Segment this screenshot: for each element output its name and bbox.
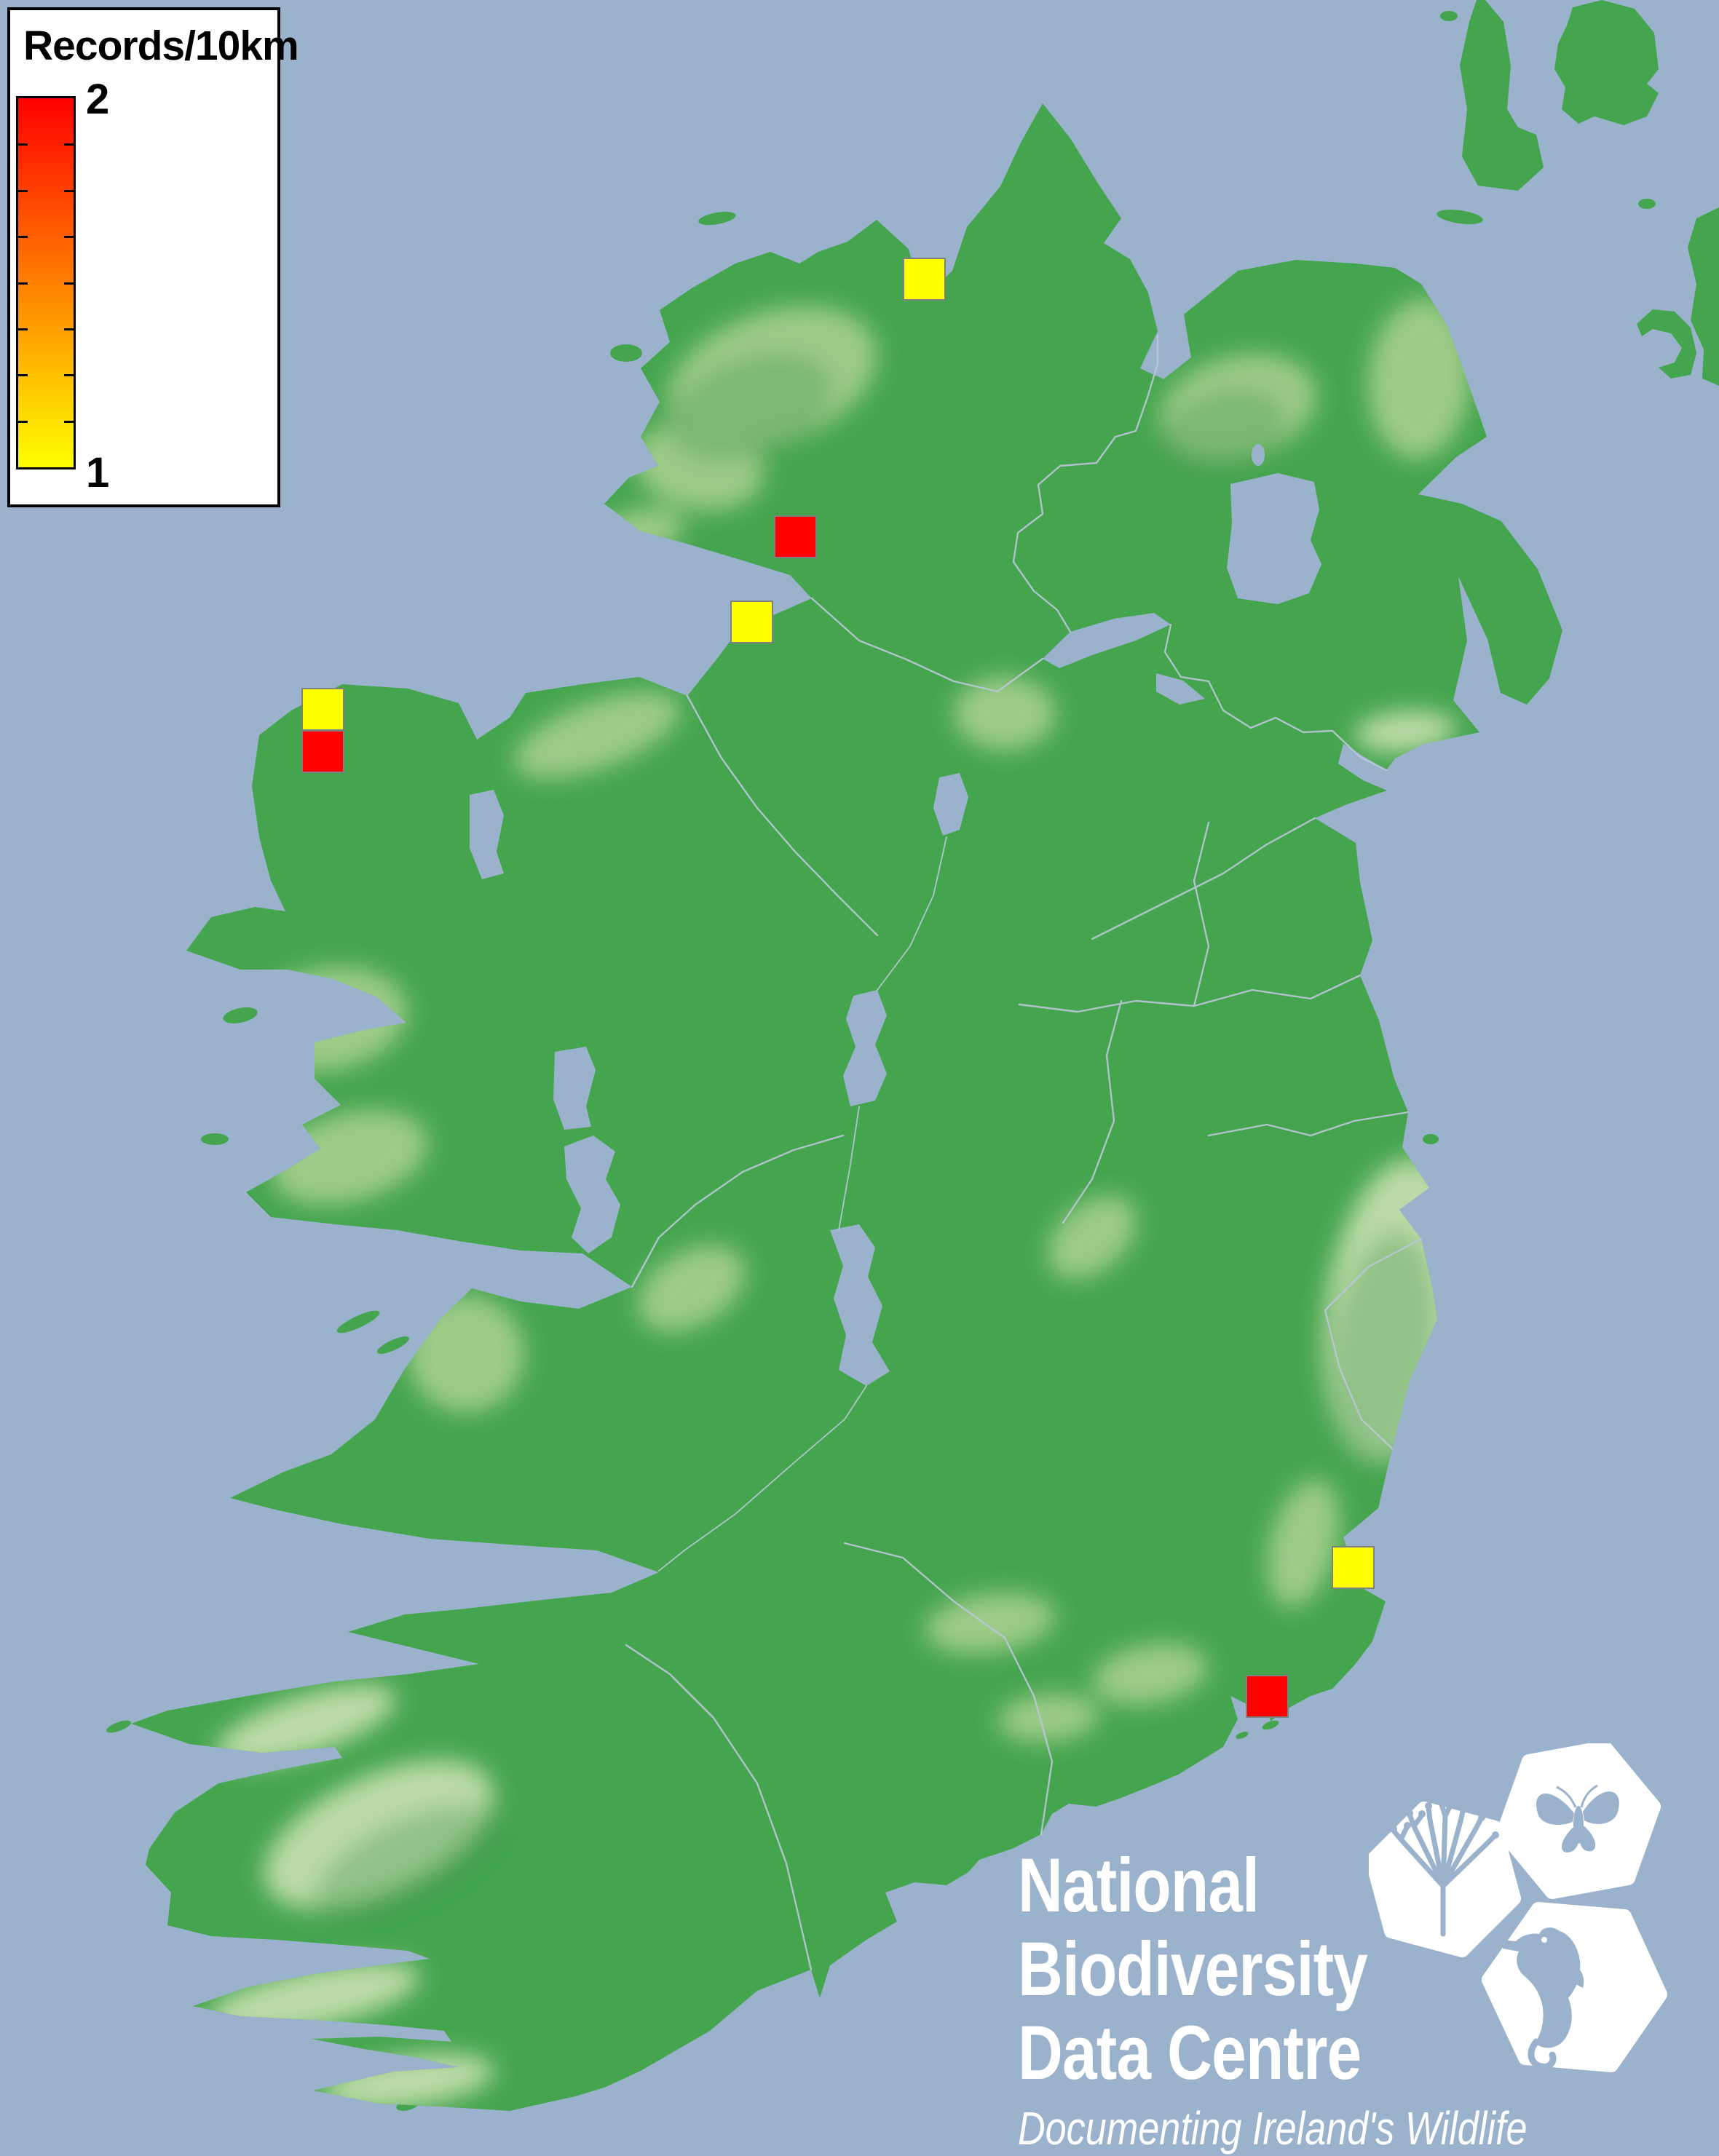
legend-tick <box>64 236 74 239</box>
islet <box>1440 11 1458 21</box>
boundaries-group <box>625 333 1423 1971</box>
nbdc-logo: National Biodiversity Data Centre Docume… <box>1018 1844 1717 2156</box>
aran-island <box>336 1310 380 1333</box>
blasket-island <box>106 1720 132 1733</box>
lough-derg <box>830 1224 890 1386</box>
legend-gradient-bar <box>16 96 76 469</box>
legend-tick <box>64 189 74 192</box>
saltee-island <box>1236 1732 1249 1739</box>
county-boundary <box>1091 817 1316 940</box>
scotland-arran-edge <box>1688 207 1719 386</box>
map-legend: Records/10km 2 1 <box>7 7 299 507</box>
legend-tick <box>18 374 28 377</box>
scotland-hook-peninsula <box>1637 309 1696 379</box>
clare-island <box>223 1007 258 1023</box>
legend-tick <box>64 420 74 423</box>
legend-tick <box>64 143 74 146</box>
islet <box>1638 199 1656 209</box>
nbdc-logo-text: National Biodiversity Data Centre Docume… <box>1018 1844 1587 2156</box>
lough-erne-upper <box>1156 673 1205 705</box>
county-boundary <box>1062 999 1123 1224</box>
county-boundary <box>625 1644 813 1971</box>
legend-min-label: 1 <box>86 449 110 496</box>
legend-tick <box>64 282 74 285</box>
county-boundary <box>810 597 1044 693</box>
tory-island <box>698 211 736 226</box>
lough-mask <box>553 1047 596 1130</box>
logo-line-data-centre: Data Centre <box>1018 2010 1362 2096</box>
record-square[interactable] <box>1246 1675 1289 1718</box>
lough-erne-lower <box>1043 613 1171 668</box>
river-shannon <box>658 836 947 1572</box>
legend-tick <box>64 374 74 377</box>
logo-line-national: National <box>1018 1843 1260 1928</box>
legend-tick <box>18 189 28 192</box>
lambay-island <box>1423 1134 1439 1144</box>
county-boundary <box>631 1134 845 1288</box>
scotland-kintyre <box>1554 0 1659 125</box>
ni-border <box>1012 333 1159 633</box>
legend-max-label: 2 <box>86 76 110 123</box>
butterfly-icon <box>1536 1784 1619 1852</box>
record-square[interactable] <box>301 730 344 773</box>
lough-conn <box>470 790 504 879</box>
record-square[interactable] <box>301 688 344 731</box>
inishbofin-island <box>201 1133 229 1145</box>
county-boundary <box>1193 821 1210 1007</box>
aranmore-island <box>610 344 642 362</box>
lough-corrib <box>564 1136 620 1253</box>
logo-tagline: Documenting Ireland's Wildlife <box>1018 2102 1528 2155</box>
seahorse-icon <box>1501 1927 1584 2071</box>
record-square[interactable] <box>730 601 773 643</box>
plant-umbel-icon <box>1391 1802 1497 1937</box>
lough-allen <box>933 773 968 836</box>
legend-title: Records/10km <box>23 23 299 69</box>
rathlin-island <box>1437 210 1483 224</box>
aran-island <box>377 1336 409 1354</box>
legend-tick <box>64 328 74 330</box>
county-boundary <box>686 694 879 937</box>
county-boundary <box>1207 1111 1410 1137</box>
plant-umbel-dots <box>1390 1799 1499 1839</box>
legend-tick <box>18 282 28 285</box>
lakes-group <box>470 444 1321 1386</box>
lough-neagh <box>1227 473 1321 604</box>
county-boundary <box>843 1542 1054 1836</box>
record-square[interactable] <box>774 515 817 558</box>
lough-beg <box>1252 444 1265 466</box>
legend-tick <box>18 143 28 146</box>
record-square[interactable] <box>903 258 946 301</box>
record-square[interactable] <box>1332 1546 1375 1589</box>
logo-line-biodiversity: Biodiversity <box>1018 1927 1368 2012</box>
legend-tick <box>18 236 28 239</box>
ni-border <box>1163 623 1388 772</box>
legend-tick <box>18 420 28 423</box>
lough-ree <box>843 990 887 1106</box>
legend-tick <box>18 328 28 330</box>
saltee-island <box>1262 1720 1279 1730</box>
county-boundary <box>1324 1237 1423 1450</box>
scotland-islay-jura <box>1460 0 1544 191</box>
nbdc-logo-hexagons <box>1369 1743 1667 2072</box>
